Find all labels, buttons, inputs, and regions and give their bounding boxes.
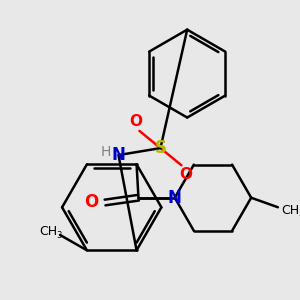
Text: 3: 3 bbox=[56, 230, 62, 239]
Text: H: H bbox=[101, 145, 111, 159]
Text: N: N bbox=[168, 189, 182, 207]
Text: CH: CH bbox=[281, 204, 299, 217]
Text: CH: CH bbox=[40, 225, 58, 238]
Text: O: O bbox=[129, 114, 142, 129]
Text: O: O bbox=[179, 167, 192, 182]
Text: N: N bbox=[112, 146, 125, 164]
Text: S: S bbox=[154, 139, 166, 157]
Text: 3: 3 bbox=[298, 209, 300, 218]
Text: O: O bbox=[85, 194, 99, 211]
